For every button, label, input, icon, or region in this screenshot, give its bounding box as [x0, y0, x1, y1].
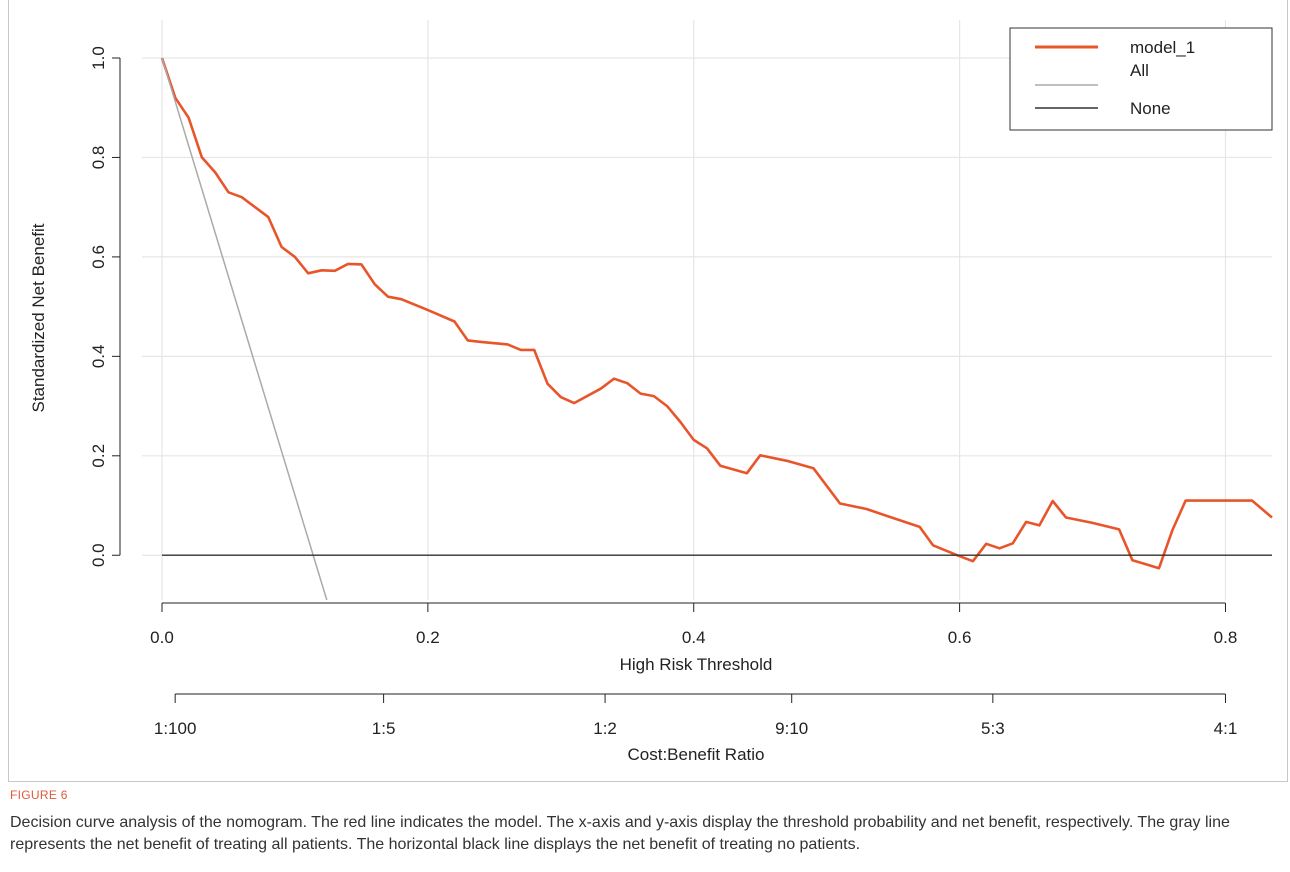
secondary-tick-label: 1:100: [154, 719, 197, 738]
series-lines: [160, 57, 1273, 601]
decision-curve-chart: 0.0 0.2 0.4 0.6 0.8 1.0 0.0 0.2 0.4 0.6 0.8 1:100 1:…: [29, 20, 1273, 764]
series-line-all: [161, 57, 328, 601]
y-tick-label: 1.0: [89, 46, 108, 70]
caption-label: FIGURE 6: [10, 788, 68, 802]
secondary-tick-label: 4:1: [1214, 719, 1238, 738]
y-tick-label: 0.8: [89, 146, 108, 170]
secondary-tick-label: 9:10: [775, 719, 808, 738]
legend-box: [1009, 27, 1273, 131]
y-tick-label: 0.2: [89, 444, 108, 468]
x-tick-label: 0.6: [948, 628, 972, 647]
x-tick-label: 0.8: [1214, 628, 1238, 647]
legend-label-model: model_1: [1130, 38, 1195, 57]
legend-label-none: None: [1130, 99, 1171, 118]
caption-text: Decision curve analysis of the nomogram.…: [10, 814, 1230, 853]
series-line-model-1: [160, 57, 1273, 570]
x-tick-label: 0.0: [150, 628, 174, 647]
secondary-tick-label: 5:3: [981, 719, 1005, 738]
x-tick-label: 0.2: [416, 628, 440, 647]
legend-label-all: All: [1130, 61, 1149, 80]
figure-caption: FIGURE 6 Decision curve analysis of the …: [10, 788, 1280, 856]
y-tick-label: 0.6: [89, 245, 108, 269]
x-axis-label: High Risk Threshold: [620, 655, 773, 674]
figure-frame: [8, 0, 1288, 782]
legend: model_1 All None: [1009, 27, 1273, 131]
y-axis-label: Standardized Net Benefit: [29, 223, 48, 412]
secondary-tick-label: 1:5: [372, 719, 396, 738]
y-tick-label: 0.0: [89, 543, 108, 567]
x-tick-label: 0.4: [682, 628, 706, 647]
axes: 0.0 0.2 0.4 0.6 0.8 1.0 0.0 0.2 0.4 0.6 0.8 1:100 1:…: [89, 46, 1237, 738]
secondary-tick-label: 1:2: [593, 719, 617, 738]
secondary-axis-label: Cost:Benefit Ratio: [627, 745, 764, 764]
y-tick-label: 0.4: [89, 345, 108, 369]
